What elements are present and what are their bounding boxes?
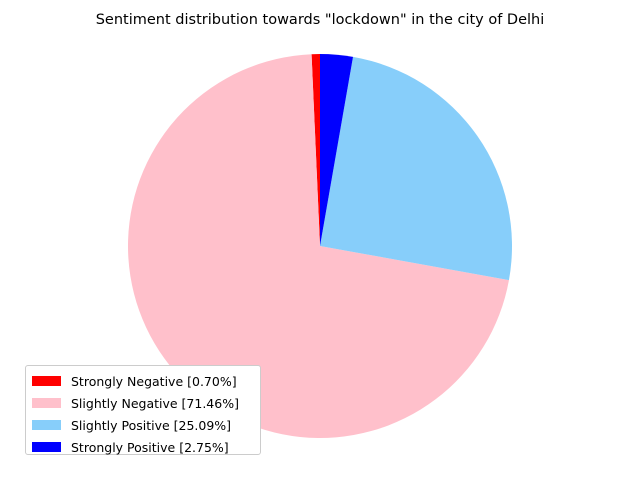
legend-swatch-slightly-negative	[32, 398, 61, 408]
slice-slightly-positive	[320, 56, 512, 281]
slice-strongly-negative	[311, 54, 320, 246]
slice-slightly-negative	[127, 54, 509, 439]
legend-swatch-strongly-negative	[32, 376, 61, 386]
legend-item-strongly-negative: Strongly Negative [0.70%]	[32, 370, 260, 392]
legend-item-slightly-negative: Slightly Negative [71.46%]	[32, 392, 260, 414]
legend-label-strongly-negative: Strongly Negative [0.70%]	[71, 373, 237, 389]
legend-item-slightly-positive: Slightly Positive [25.09%]	[32, 414, 260, 436]
legend: Strongly Negative [0.70%] Slightly Negat…	[25, 365, 261, 455]
legend-label-strongly-positive: Strongly Positive [2.75%]	[71, 439, 229, 455]
legend-item-strongly-positive: Strongly Positive [2.75%]	[32, 436, 260, 458]
legend-label-slightly-positive: Slightly Positive [25.09%]	[71, 417, 232, 433]
legend-swatch-strongly-positive	[32, 442, 61, 452]
legend-label-slightly-negative: Slightly Negative [71.46%]	[71, 395, 239, 411]
slice-strongly-positive	[320, 54, 354, 246]
chart-title: Sentiment distribution towards "lockdown…	[95, 12, 545, 28]
legend-swatch-slightly-positive	[32, 420, 61, 430]
